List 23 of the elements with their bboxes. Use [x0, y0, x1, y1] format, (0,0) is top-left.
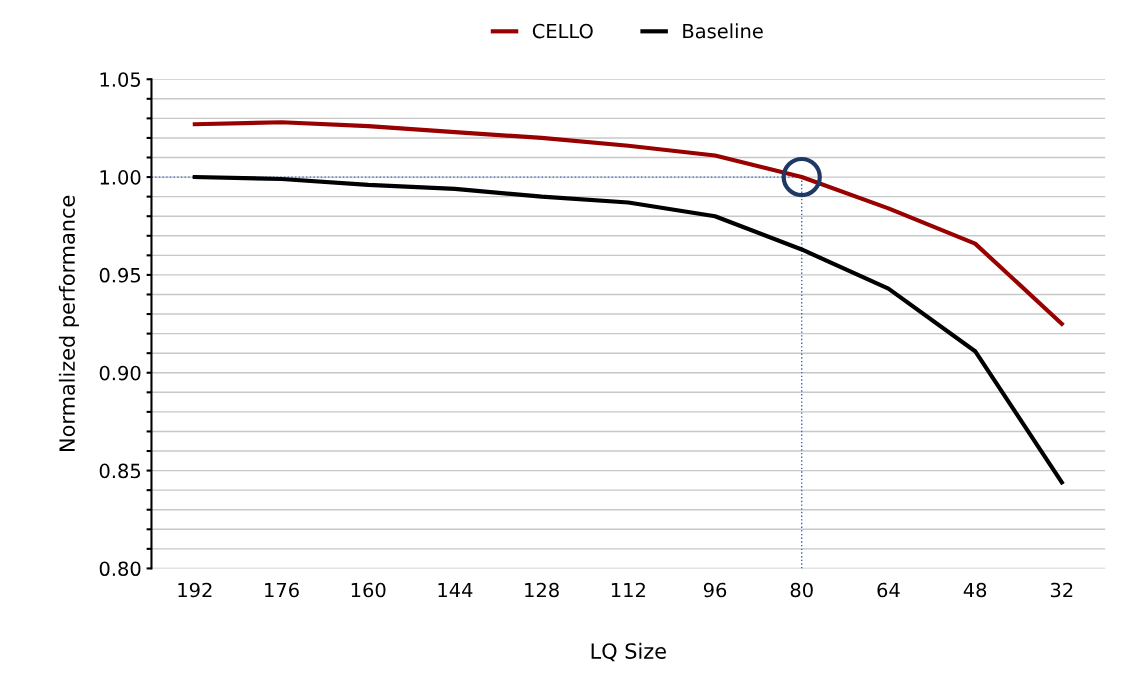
y-tick-label: 1.00	[100, 170, 141, 185]
x-tick-label: 160	[351, 582, 386, 598]
x-tick-label: 32	[1050, 582, 1073, 598]
x-axis-title: LQ Size	[591, 642, 666, 662]
y-tick-label: 0.90	[99, 365, 141, 381]
legend-label: Baseline	[683, 23, 763, 39]
y-tick-label: 0.85	[99, 463, 141, 479]
legend-label: CELLO	[532, 23, 593, 39]
x-tick-label: 96	[703, 582, 727, 598]
y-tick-label: 1.05	[100, 72, 141, 87]
x-tick-label: 64	[877, 582, 900, 598]
line-series	[192, 174, 1064, 485]
x-tick-label: 112	[611, 582, 645, 598]
y-tick-label: 0.80	[99, 561, 141, 577]
x-tick-label: 128	[525, 582, 559, 598]
y-tick-label: 0.95	[99, 267, 141, 283]
line-series	[192, 120, 1064, 326]
x-tick-label: 80	[790, 582, 813, 598]
y-axis-title: Normalized performance	[58, 195, 80, 451]
x-tick-label: 144	[438, 582, 473, 598]
x-tick-label: 192	[178, 582, 212, 598]
x-tick-label: 48	[963, 582, 987, 598]
x-tick-label: 176	[265, 582, 299, 598]
